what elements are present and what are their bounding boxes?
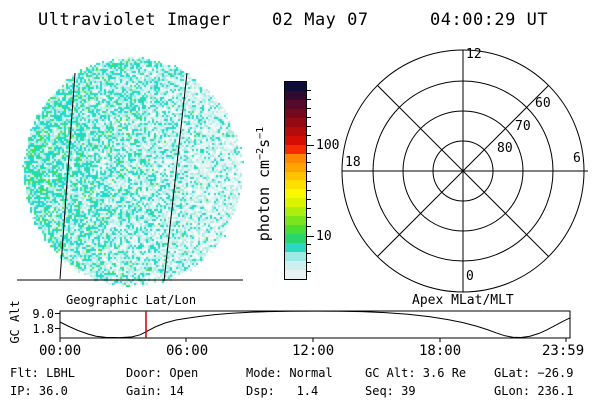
status-ip: IP: 36.0 [10,384,68,398]
status-dsp: Dsp: 1.4 [246,384,319,398]
geo-panel-caption: Geographic Lat/Lon [66,293,197,307]
polar-ring-70 [402,110,524,232]
gc-altitude-curve [59,310,571,339]
page-title: Ultraviolet Imager [38,10,232,30]
colorbar-label-base2: s [255,138,273,148]
colorbar-label-base1: photon cm [255,159,273,242]
colorbar-tick-label-10: 10 [316,229,332,244]
xtick-label-0600: 06:00 [166,343,209,359]
status-flt: Flt: LBHL [10,366,76,380]
xtick-label-1200: 12:00 [292,343,335,359]
colorbar [284,81,307,280]
ytick-label-1.8: 1.8 [32,322,54,336]
colorbar-label-sup2: −1 [255,126,266,139]
colorbar-label-sup1: −2 [255,147,266,160]
xtick-label-2359: 23:59 [542,343,585,359]
polar-label-12: 12 [466,47,482,62]
colorbar-tick-label-100: 100 [316,138,340,153]
status-door: Door: Open [126,366,199,380]
time-label: 04:00:29 UT [430,10,549,30]
status-glon: GLon: 236.1 [494,384,574,398]
uv-disk-image [20,55,244,287]
polar-label-18: 18 [345,155,361,170]
status-mode: Mode: Normal [246,366,333,380]
polar-ring-label-80: 80 [497,141,513,156]
polar-spoke-diag-1 [377,85,549,257]
polar-ring-label-70: 70 [515,119,531,134]
status-glat: GLat: −26.9 [494,366,574,380]
status-seq: Seq: 39 [365,384,416,398]
polar-ring-80 [432,140,494,202]
polar-label-6: 6 [573,151,581,166]
status-gain: Gain: 14 [126,384,184,398]
polar-ring-label-60: 60 [535,96,551,111]
date-label: 02 May 07 [272,10,369,30]
timeline-box [59,310,571,339]
xtick-label-1800: 18:00 [419,343,462,359]
polar-spoke-diag-2 [377,85,549,257]
apex-panel-caption: Apex MLat/MLT [412,293,514,308]
xtick-label-0000: 00:00 [39,343,82,359]
polar-ring-60 [372,80,554,262]
polar-ring-50 [341,49,585,293]
ytick-label-9.0: 9.0 [32,307,54,321]
status-gcalt: GC Alt: 3.6 Re [365,366,467,380]
timeline-axes [55,310,571,342]
polar-label-0: 0 [466,269,474,284]
polar-grid [341,49,588,293]
